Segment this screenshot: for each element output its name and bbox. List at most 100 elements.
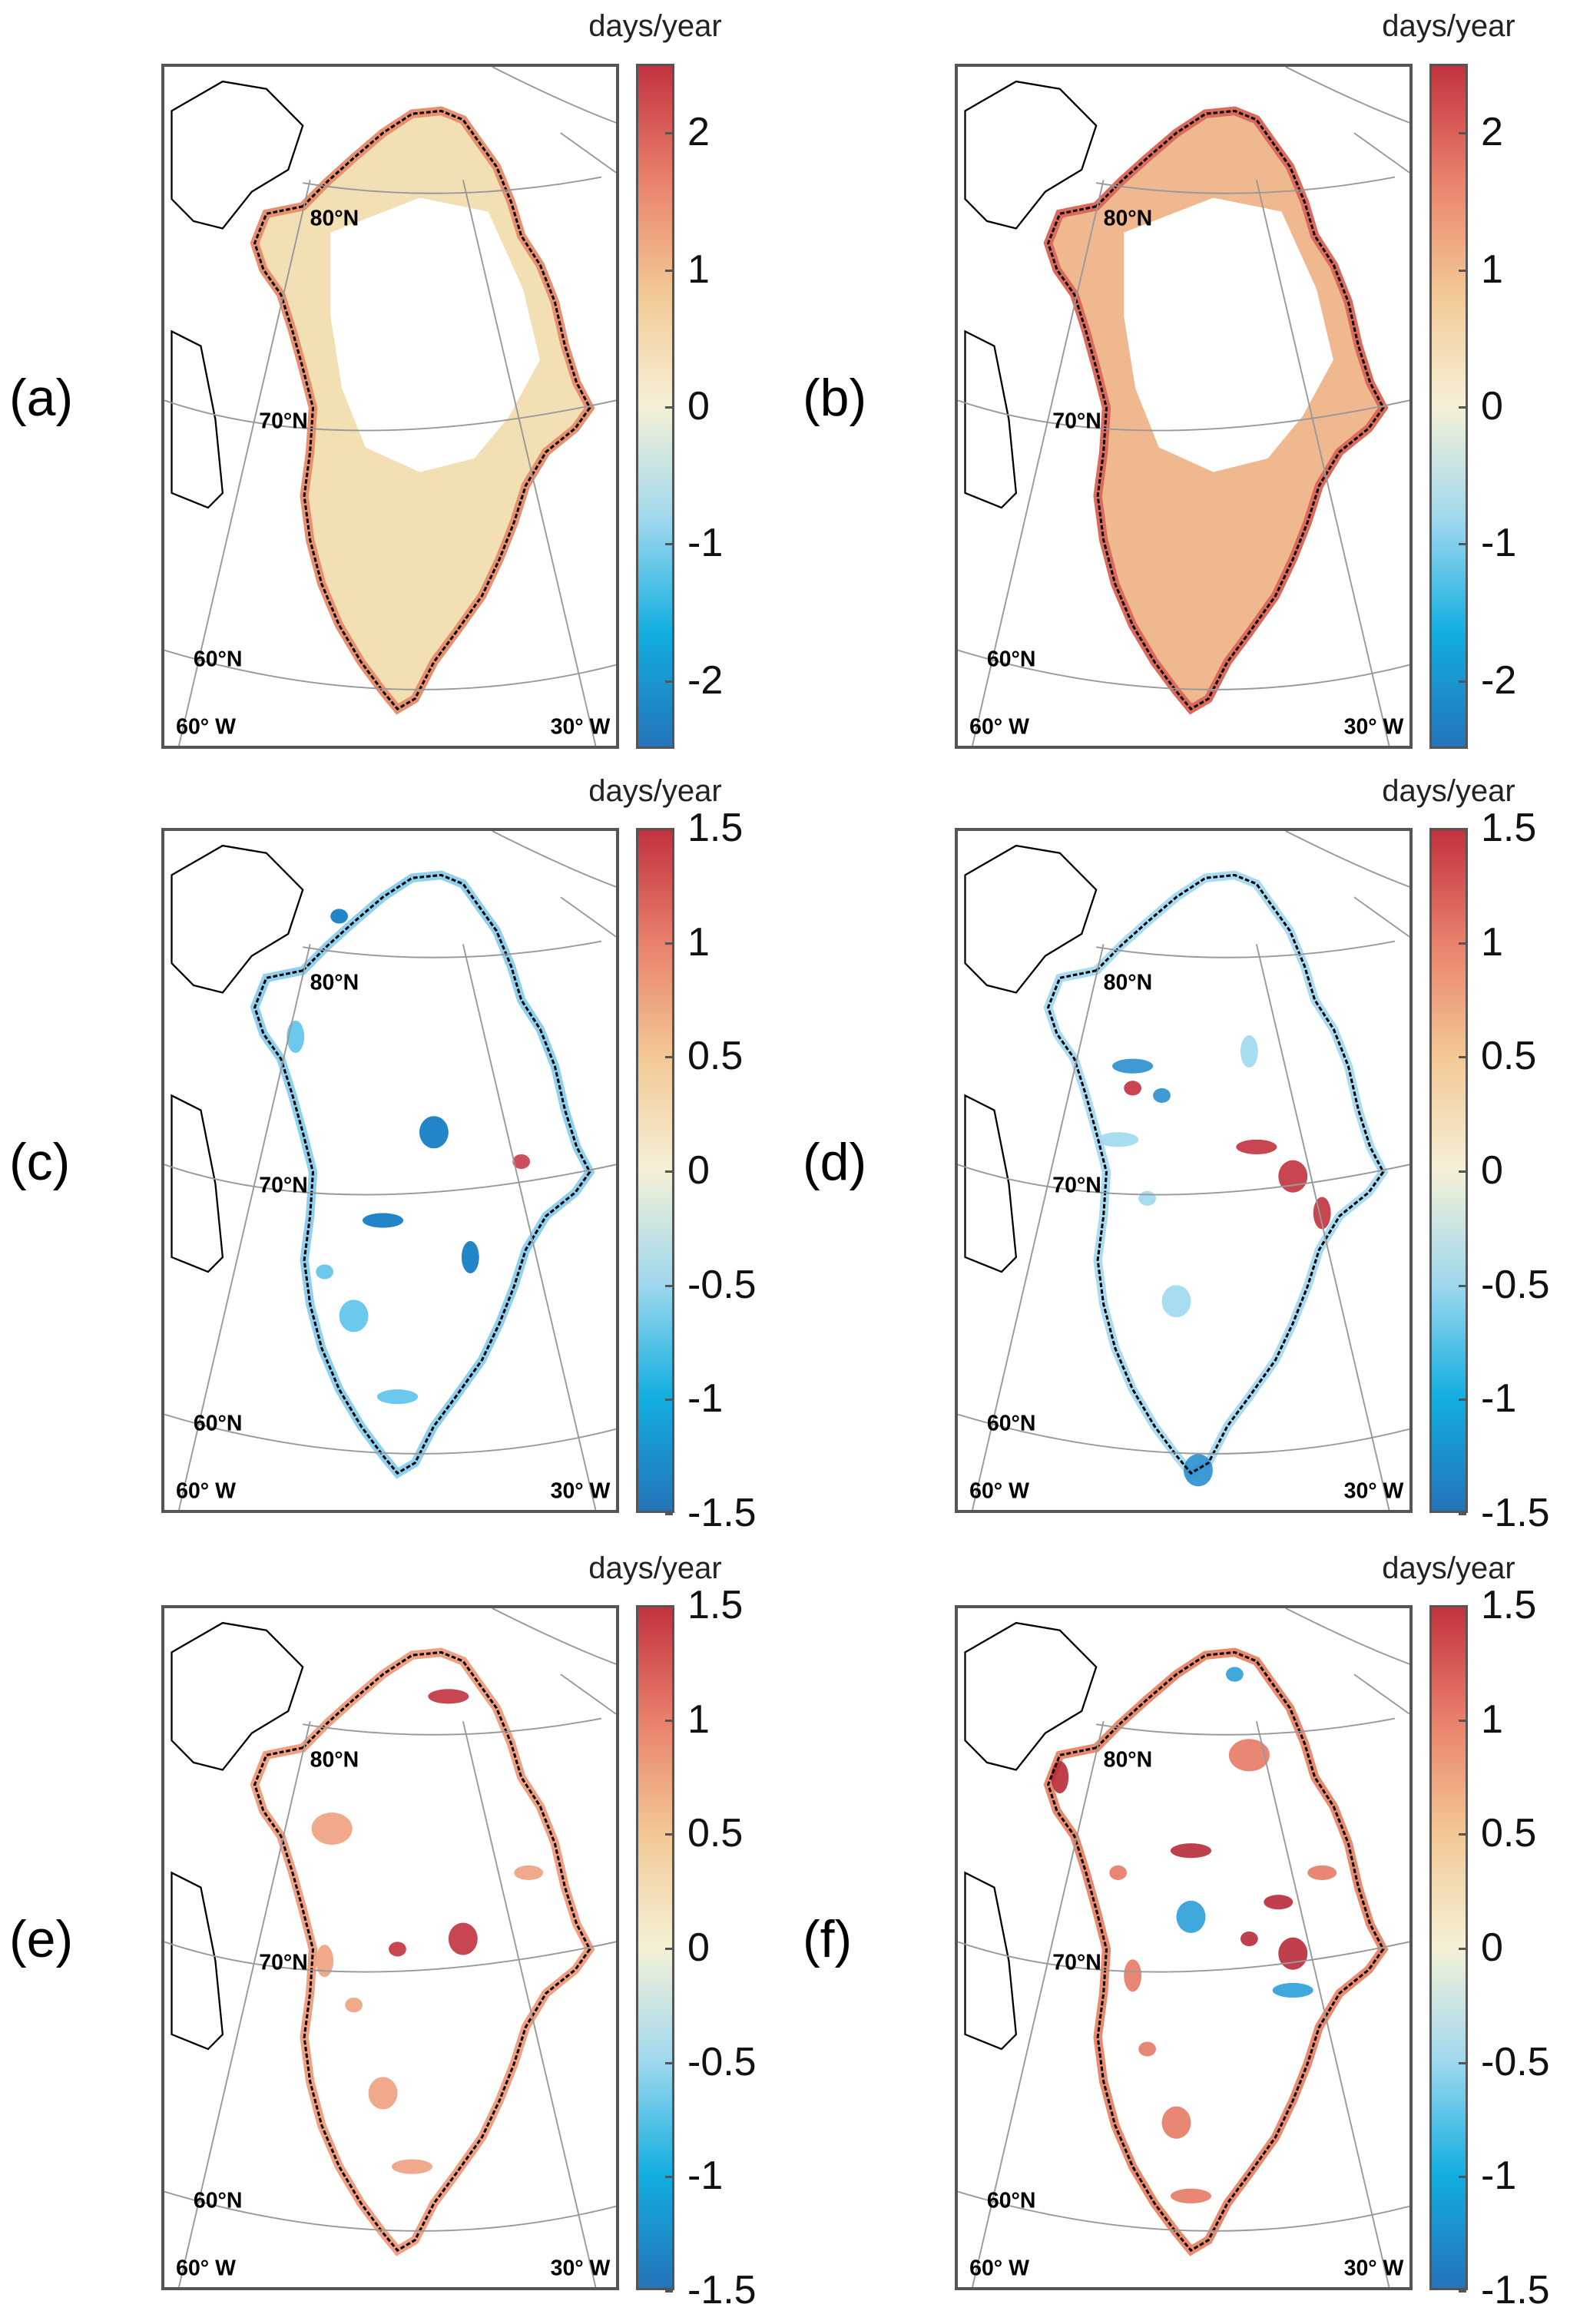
parallel-60n <box>164 649 616 690</box>
greenland-coastline <box>253 109 591 711</box>
trend-patch <box>1138 1190 1156 1206</box>
trend-patch <box>1307 1865 1337 1880</box>
colorbar-tick-label: -0.5 <box>687 2039 757 2084</box>
colorbar-tick-label: -2 <box>1481 657 1517 703</box>
colorbar-tick-label: -1 <box>687 521 724 566</box>
panel-label: (b) <box>803 369 867 427</box>
trend-patch <box>1272 1982 1313 1998</box>
trend-patch <box>330 909 348 924</box>
meridian-30w <box>462 944 597 1510</box>
greenland-map: 80°N 70°N 60°N 60° W 30° W <box>955 828 1413 1513</box>
trend-patch <box>1161 1285 1191 1318</box>
colorbar-tick-mark <box>1459 1513 1466 1515</box>
trend-patch <box>461 1240 479 1273</box>
colorbar-tick-mark <box>1459 2290 1466 2293</box>
colorbar-tick-mark <box>1459 543 1466 546</box>
boundary-line <box>560 1673 616 1715</box>
colorbar-tick-mark <box>1459 1719 1466 1722</box>
greenland-map: 80°N 70°N 60°N 60° W 30° W <box>955 64 1413 749</box>
trend-patch <box>368 2077 398 2110</box>
colorbar-tick-mark <box>665 1605 673 1607</box>
colorbar-unit-label: days/year <box>1382 9 1515 43</box>
trend-patch <box>1236 1139 1277 1154</box>
parallel-80n <box>303 176 602 194</box>
graticule-label-lat60: 60°N <box>194 1412 243 1436</box>
canada-coastline <box>964 80 1098 509</box>
parallel-70n <box>164 1164 616 1196</box>
colorbar-tick-mark <box>665 132 673 135</box>
trend-patch <box>345 1998 363 2013</box>
trend-patch <box>1240 1931 1258 1947</box>
colorbar-tick-label: -1 <box>1481 2154 1517 2199</box>
colorbar-tick-label: 0 <box>687 1925 710 1970</box>
colorbar-tick-label: 1 <box>687 247 710 292</box>
boundary-line <box>1353 132 1409 174</box>
colorbar-tick-label: 0.5 <box>687 1034 744 1079</box>
trend-patch <box>1278 1160 1308 1193</box>
colorbar-tick-mark <box>665 1719 673 1722</box>
graticule-label-lat70: 70°N <box>259 1951 308 1975</box>
colorbar-tick-mark <box>665 1284 673 1287</box>
trend-patch <box>514 1865 544 1880</box>
meridian-60w <box>178 180 311 746</box>
trend-patch <box>448 1922 478 1955</box>
colorbar-tick-label: 0 <box>1481 1148 1503 1193</box>
parallel-70n <box>164 399 616 432</box>
colorbar-tick-label: -1 <box>1481 521 1517 566</box>
colorbar-tick-mark <box>1459 680 1466 683</box>
colorbar-tick-mark <box>1459 942 1466 945</box>
colorbar-tick-label: 1 <box>687 1697 710 1742</box>
meridian-60w <box>972 944 1105 1510</box>
trend-patch <box>376 1389 419 1405</box>
graticule-label-lat80: 80°N <box>1104 1748 1153 1773</box>
colorbar-tick-label: -1 <box>1481 1376 1517 1422</box>
colorbar-tick-mark <box>665 1170 673 1173</box>
colorbar-tick-mark <box>1459 2061 1466 2064</box>
canada-coastline <box>171 844 304 1273</box>
colorbar-tick-label: -2 <box>687 657 724 703</box>
graticule-label-lat80: 80°N <box>310 971 359 995</box>
graticule-label-lat60: 60°N <box>987 1412 1036 1436</box>
boundary-arc <box>492 1608 616 1665</box>
colorbar-tick-mark <box>665 680 673 683</box>
parallel-60n <box>958 2190 1409 2232</box>
colorbar-tick-mark <box>1459 828 1466 830</box>
meridian-30w <box>1255 1721 1390 2287</box>
colorbar-tick-label: -1 <box>687 2154 724 2199</box>
graticule-label-lat70: 70°N <box>259 1174 308 1198</box>
colorbar-tick-mark <box>1459 1605 1466 1607</box>
trend-patch <box>287 1020 305 1053</box>
trend-patch <box>1124 1081 1141 1096</box>
map-canvas: 80°N 70°N 60°N 60° W 30° W <box>958 831 1409 1510</box>
graticule-label-lon30: 30° W <box>1344 715 1404 740</box>
parallel-60n <box>164 2190 616 2232</box>
graticule-label-lon60: 60° W <box>176 1479 236 1504</box>
colorbar-tick-mark <box>665 406 673 409</box>
graticule-label-lat70: 70°N <box>1052 1174 1101 1198</box>
trend-patch <box>1124 1959 1141 1992</box>
colorbar-tick-label: 2 <box>687 110 710 155</box>
colorbar-tick-label: 0 <box>1481 384 1503 429</box>
colorbar-tick-mark <box>1459 1170 1466 1173</box>
graticule-label-lon60: 60° W <box>969 715 1029 740</box>
colorbar-tick-label: 0 <box>1481 1925 1503 1970</box>
parallel-80n <box>303 940 602 958</box>
colorbar-tick-label: -1.5 <box>1481 2268 1550 2312</box>
trend-patch <box>362 1213 404 1228</box>
panel-label: (a) <box>9 369 74 427</box>
meridian-60w <box>972 1721 1105 2287</box>
panel-label: (e) <box>9 1910 74 1968</box>
boundary-line <box>1353 896 1409 938</box>
boundary-line <box>560 896 616 938</box>
map-canvas: 80°N 70°N 60°N 60° W 30° W <box>958 67 1409 746</box>
greenland-map: 80°N 70°N 60°N 60° W 30° W <box>161 828 619 1513</box>
trend-patch <box>1228 1739 1270 1772</box>
colorbar-tick-mark <box>665 1948 673 1950</box>
colorbar-tick-mark <box>1459 1833 1466 1836</box>
panel-label: (c) <box>9 1133 71 1191</box>
graticule-label-lat70: 70°N <box>1052 409 1101 434</box>
meridian-30w <box>1255 944 1390 1510</box>
greenland-map: 80°N 70°N 60°N 60° W 30° W <box>161 64 619 749</box>
boundary-arc <box>1285 67 1409 124</box>
colorbar-tick-mark <box>1459 1056 1466 1059</box>
